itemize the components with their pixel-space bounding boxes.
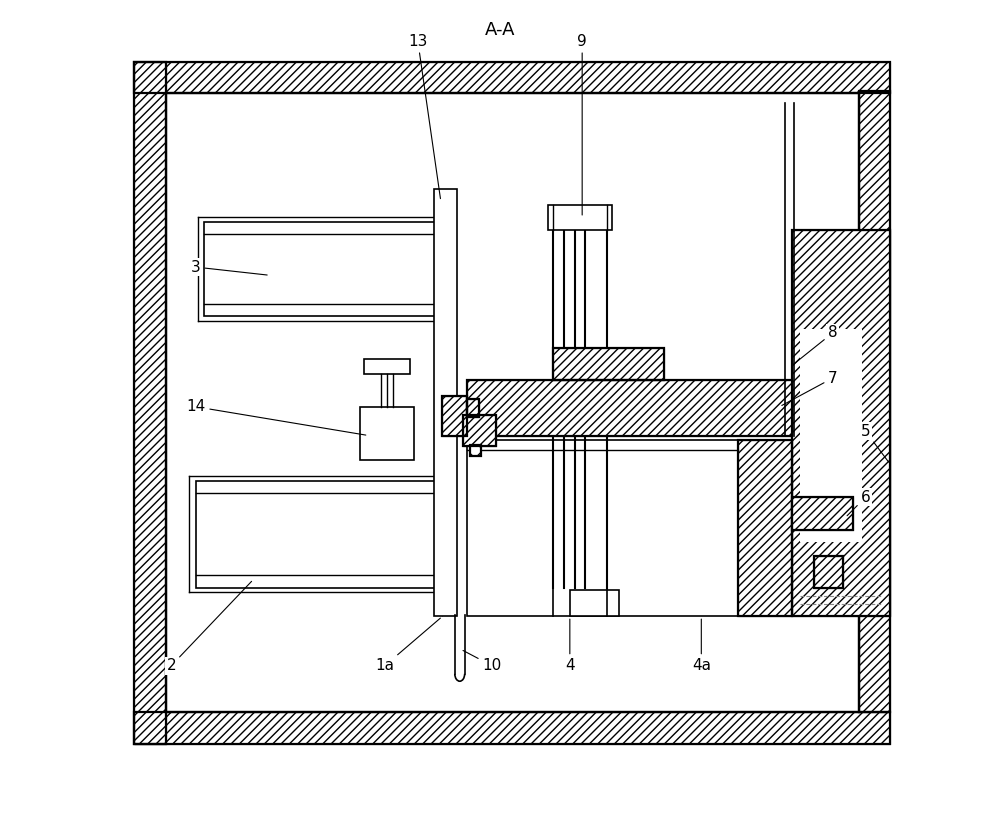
Bar <box>467 398 479 417</box>
Text: 4: 4 <box>565 619 575 673</box>
Bar <box>196 481 438 588</box>
Bar <box>134 61 890 93</box>
Text: 8: 8 <box>794 325 838 364</box>
Bar <box>134 712 890 744</box>
Bar <box>792 497 853 530</box>
Bar <box>792 497 853 530</box>
Bar <box>467 379 792 436</box>
Text: 5: 5 <box>861 424 889 462</box>
Text: 3: 3 <box>191 260 267 275</box>
Bar <box>442 397 467 436</box>
Bar <box>553 349 664 379</box>
Bar <box>364 359 410 374</box>
Bar <box>134 61 166 744</box>
Text: 6: 6 <box>847 490 871 515</box>
Bar <box>360 407 414 460</box>
Bar <box>859 91 890 712</box>
Bar <box>134 712 890 744</box>
Bar <box>463 415 496 447</box>
Bar <box>859 91 890 712</box>
Text: 7: 7 <box>782 370 838 406</box>
Bar <box>553 349 664 379</box>
Text: 14: 14 <box>186 399 366 435</box>
Bar <box>814 556 843 588</box>
Text: 1a: 1a <box>375 618 440 673</box>
Text: 10: 10 <box>463 651 501 673</box>
Bar <box>470 445 481 456</box>
Text: 2: 2 <box>167 581 252 673</box>
Bar <box>134 61 166 744</box>
Text: A-A: A-A <box>485 22 515 40</box>
Bar <box>738 440 792 617</box>
Bar <box>792 230 890 617</box>
Bar <box>800 329 862 542</box>
Text: 4a: 4a <box>692 619 711 673</box>
Bar <box>467 440 738 617</box>
Bar <box>467 379 792 436</box>
Bar <box>463 415 496 447</box>
Bar <box>548 206 612 230</box>
Bar <box>204 222 438 316</box>
Bar <box>738 440 792 617</box>
Text: 13: 13 <box>408 34 440 198</box>
Bar <box>442 397 467 436</box>
Bar <box>442 397 467 436</box>
Bar <box>470 445 481 456</box>
Text: 9: 9 <box>577 34 587 215</box>
Bar <box>814 556 843 588</box>
Bar <box>570 590 619 617</box>
Bar <box>134 61 890 93</box>
Bar <box>792 230 890 617</box>
Bar <box>434 189 457 617</box>
Bar <box>467 398 479 417</box>
